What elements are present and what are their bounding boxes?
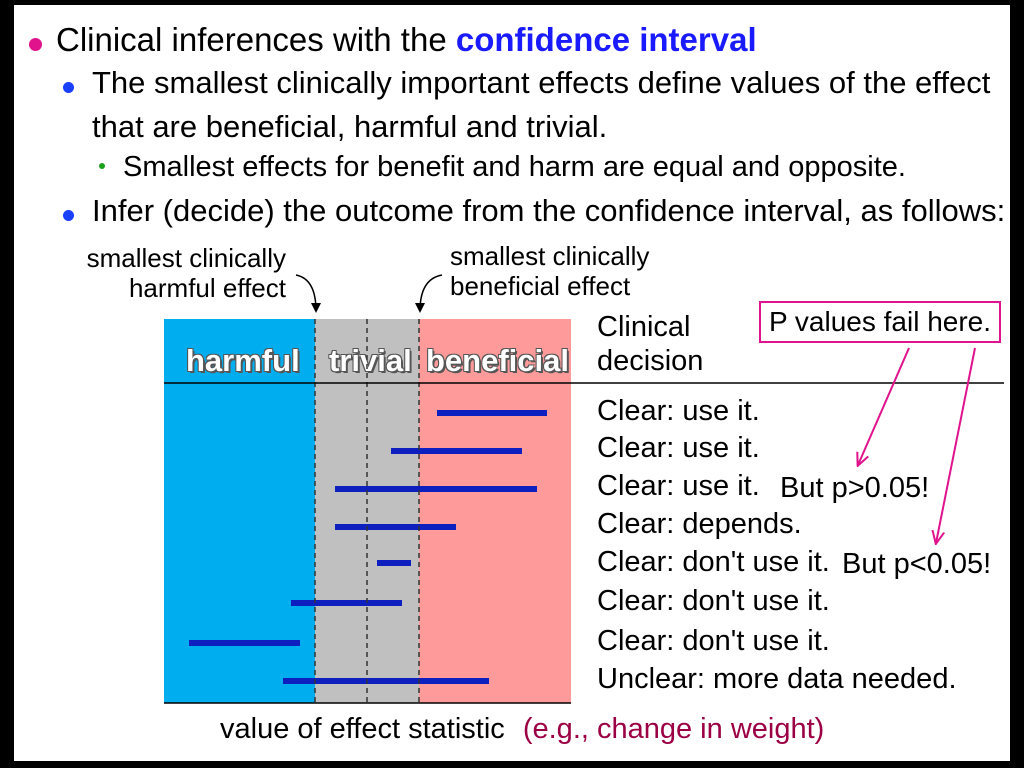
bullet-smallest-effects-line1: The smallest clinically important effect… [92,65,991,100]
region-label-beneficial: beneficial [426,343,569,378]
arrow-beneficial-threshold [415,274,443,313]
ci-bar-8 [283,678,489,684]
bullet-dot-green [99,163,105,169]
pvalue-callout-box: P values fail here. [759,301,1001,343]
bullet-equal-opposite: Smallest effects for benefit and harm ar… [123,151,906,183]
heading-highlight: confidence interval [455,21,757,58]
arrow-harmful-threshold [295,274,321,313]
ci-bar-5 [377,560,411,566]
decision-row-7: Clear: don't use it. [597,625,830,657]
decision-header: Clinical decision [597,310,703,378]
decision-header-line1: Clinical [597,311,691,343]
axis-label: value of effect statistic [220,713,505,745]
annotation-harmful-line1: smallest clinically [86,243,286,273]
bullet-smallest-effects-line2: that are beneficial, harmful and trivial… [92,109,608,144]
ci-bar-2 [391,448,522,454]
axis-caption: value of effect statistic (e.g., change … [220,713,824,746]
pvalue-note-lt: But p<0.05! [842,548,992,580]
ci-bar-4 [335,524,456,530]
decision-row-8: Unclear: more data needed. [597,663,957,695]
ci-bar-1 [437,410,547,416]
arrow-pvalue-gt [858,347,910,465]
bullet-dot-magenta [29,38,42,51]
decision-row-1: Clear: use it. [597,395,760,427]
bullet-dot-blue [63,210,74,221]
slide: Clinical inferences with the confidence … [14,5,1010,761]
decision-header-line2: decision [597,345,704,377]
annotation-beneficial-line1: smallest clinically [450,241,650,271]
bullet-infer: Infer (decide) the outcome from the conf… [92,193,1006,228]
pvalue-note-gt: But p>0.05! [780,472,930,504]
arrow-pvalue-lt [936,347,976,543]
decision-row-3: Clear: use it. [597,470,760,502]
annotation-harmful-effect: smallest clinically harmful effect [74,243,286,303]
decision-row-6: Clear: don't use it. [597,585,830,617]
bullet-heading: Clinical inferences with the confidence … [56,21,757,59]
ci-bar-6 [291,600,402,606]
heading-text: Clinical inferences with the [56,21,456,58]
ci-bar-3 [335,486,537,492]
ci-bar-7 [189,640,300,646]
decision-row-4: Clear: depends. [597,508,802,540]
region-label-harmful: harmful [186,343,300,378]
annotation-beneficial-line2: beneficial effect [450,271,631,301]
annotation-beneficial-effect: smallest clinically beneficial effect [450,241,649,301]
bullet-dot-blue [63,82,74,93]
decision-row-2: Clear: use it. [597,432,760,464]
axis-example: (e.g., change in weight) [522,713,825,745]
region-label-trivial: trivial [329,343,412,378]
annotation-harmful-line2: harmful effect [128,273,286,303]
decision-row-5: Clear: don't use it. [597,546,830,578]
